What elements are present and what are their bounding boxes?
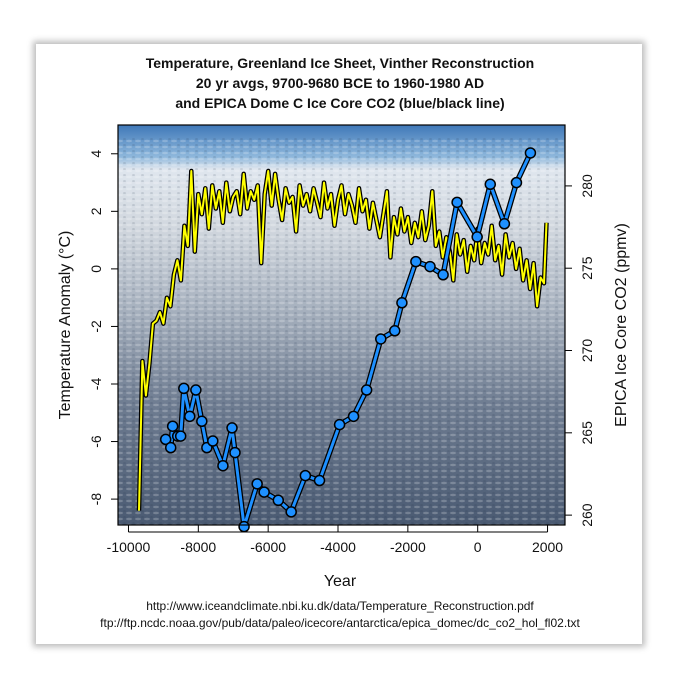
x-tick-label: -2000 [390,539,426,555]
co2-point [437,269,449,281]
y-right-tick-label: 280 [579,174,595,198]
series-layer [136,147,549,533]
co2-point [333,418,346,431]
title-line-1: Temperature, Greenland Ice Sheet, Vinthe… [146,55,534,71]
y-right-tick-label: 275 [579,256,595,280]
y-right-tick-label: 260 [579,503,595,527]
y-axis-left-label: Temperature Anomaly (°C) [57,231,74,420]
co2-point [451,196,463,209]
co2-point [184,410,196,423]
co2-point [396,297,408,309]
y-left-tick-label: 2 [88,207,104,215]
x-tick-label: -10000 [107,539,151,555]
y-right-tick-label: 270 [579,339,595,363]
co2-point [484,178,497,191]
co2-point [174,430,187,442]
co2-point [524,147,537,159]
co2-point [424,260,436,273]
co2-point [178,382,190,395]
y-left-tick-label: -4 [88,378,104,391]
x-axis-label: Year [324,573,357,590]
co2-point [313,474,326,487]
co2-point [229,446,241,459]
co2-point [166,420,179,432]
x-tick-label: -6000 [250,539,286,555]
plot-border [117,124,566,526]
x-tick-label: -8000 [180,539,216,555]
co2-point [285,506,297,518]
footer-source-1: http://www.iceandclimate.nbi.ku.dk/data/… [146,599,534,613]
co2-point [258,486,270,498]
co2-point [251,478,263,490]
x-tick-label: 2000 [532,539,563,555]
co2-point [510,176,523,189]
axes-layer: -10000 -8000 -6000 -4000 -2000 0 2000 -8 -6 -4 -2 0… [88,150,595,555]
title-line-3: and EPICA Dome C Ice Core CO2 (blue/blac… [175,95,504,111]
co2-point [389,325,401,337]
temperature-line [138,170,548,511]
title-line-2: 20 yr avgs, 9700-9680 BCE to 1960-1980 A… [196,75,484,91]
co2-point [238,520,250,533]
y-left-tick-label: -8 [88,493,104,506]
co2-point [196,415,208,428]
co2-point [217,459,229,472]
co2-point [410,255,422,268]
x-tick-label: 0 [474,539,482,555]
y-left-tick-label: 0 [88,265,104,273]
co2-point [498,218,511,230]
footer-source-2: ftp://ftp.ncdc.noaa.gov/pub/data/paleo/i… [100,616,580,630]
co2-point [471,231,483,243]
y-left-tick-label: 4 [88,150,104,158]
co2-point [347,410,360,423]
co2-point [299,469,312,482]
y-left-tick-label: -6 [88,435,104,448]
y-axis-right-label: EPICA Ice Core CO2 (ppmv) [613,223,630,427]
co2-point [190,384,202,396]
co2-point [360,384,373,396]
co2-point [375,333,387,345]
y-left-tick-label: -2 [88,320,104,333]
co2-point [272,494,285,507]
x-tick-label: -4000 [320,539,356,555]
chart-title: Temperature, Greenland Ice Sheet, Vinthe… [146,55,534,111]
co2-point [164,441,177,454]
co2-point [226,422,238,434]
co2-point [159,433,172,446]
y-right-tick-label: 265 [579,421,595,445]
co2-point [207,435,219,447]
